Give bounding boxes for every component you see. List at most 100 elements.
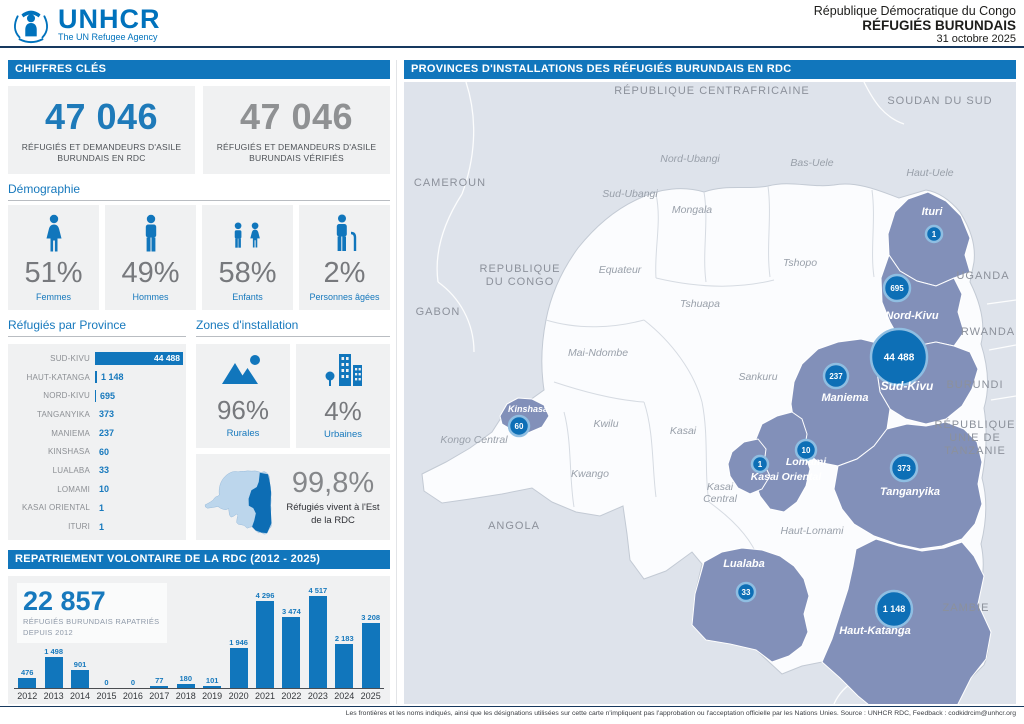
province-label: Mongala (672, 204, 712, 216)
men-percent: 49% (121, 257, 180, 289)
refugee-count-bubble (869, 327, 929, 387)
unhcr-logo: UNHCR The UN Refugee Agency (10, 3, 161, 45)
province-label: Haut-Uele (906, 167, 953, 179)
refugee-count-bubble (874, 589, 914, 629)
province-name: TANGANYIKA (37, 409, 90, 419)
chart-bar (361, 623, 380, 688)
men-label: Hommes (132, 292, 169, 302)
province-bar (95, 371, 97, 384)
refugees-verified-value: 47 046 (239, 95, 354, 137)
chart-bar (256, 601, 274, 688)
zone-cards: 96% Rurales 4% Urbaines (196, 344, 390, 448)
rural-label: Rurales (226, 427, 260, 439)
refugee-count-bubble (794, 438, 818, 462)
country-label: ZAMBIE (943, 602, 990, 614)
zone-card-rural: 96% Rurales (196, 344, 290, 448)
logo-subtitle: The UN Refugee Agency (58, 32, 158, 42)
country-label: GABON (416, 306, 461, 318)
highlighted-province-label: Maniema (821, 392, 868, 404)
province-bar-zone: 33 (95, 465, 182, 475)
women-label: Femmes (35, 292, 71, 302)
bubble-value: 10 (802, 446, 811, 455)
chart-bar (229, 648, 248, 688)
province-bar-zone: 10 (95, 484, 182, 494)
chart-bar (44, 657, 63, 688)
province-bar (95, 389, 96, 402)
chart-bar (176, 684, 195, 688)
chart-year-label: 2012 (17, 691, 38, 701)
unhcr-emblem-icon (14, 10, 48, 44)
highlighted-province-label: Lomami (786, 456, 827, 468)
report-date: 31 octobre 2025 (936, 33, 1016, 45)
chart-year-label: 2020 (228, 691, 249, 701)
repatriation-chart: 476 1 498 901 0 0 77 180 101 1 946 4 296 3 474 4 51… (14, 586, 384, 701)
children-percent: 58% (218, 257, 277, 289)
chart-column: 3 208 (357, 613, 383, 688)
chart-value-label: 0 (104, 678, 109, 687)
chart-value-label: 2 183 (334, 634, 354, 643)
province-bar-zone: 695 (95, 389, 182, 402)
drc-provinces-map: RÉPUBLIQUE CENTRAFRICAINE SOUDAN DU SUD CA… (404, 81, 1017, 724)
zones-title: Zones d'installation (196, 318, 390, 337)
province-rows: SUD-KIVU 44 488 HAUT-KATANGA 1 148 NORD-KIVU… (8, 344, 186, 540)
country-label: RÉPUBLIQUE CENTRAFRICAINE (614, 84, 810, 97)
chart-value-label: 180 (179, 674, 192, 683)
refugee-count-bubble (507, 414, 531, 438)
refugees-total-label: RÉFUGIÉS ET DEMANDEURS D'ASILE BURUNDAIS… (21, 141, 182, 163)
province-value: 695 (100, 390, 116, 401)
bubble-value: 44 488 (884, 353, 915, 364)
chart-bar (282, 617, 301, 688)
province-bar-zone: 44 488 (95, 351, 183, 365)
province-name: SUD-KIVU (50, 353, 90, 363)
province-value: 1 148 (101, 372, 124, 383)
province-value: 33 (99, 465, 110, 476)
drc-minimap-icon (204, 470, 272, 535)
repatriation-chart-card: 476 1 498 901 0 0 77 180 101 1 946 4 296 3 474 4 51… (8, 576, 390, 704)
refugee-count-bubble (882, 273, 912, 303)
province-bar-zone: 60 (95, 447, 182, 457)
province-value: 10 (99, 484, 110, 495)
chart-year-label: 2024 (334, 691, 355, 701)
province-label: Kasai (707, 481, 734, 493)
section-repatriation-title: REPATRIEMENT VOLONTAIRE DE LA RDC (2012 … (8, 550, 390, 569)
country-label: RÉPUBLIQUE (935, 418, 1016, 431)
elderly-icon (331, 213, 359, 255)
chart-column: 901 (67, 660, 93, 688)
highlighted-province-label: Nord-Kivu (885, 310, 938, 322)
elderly-percent: 2% (323, 257, 366, 289)
province-row: LOMAMI 10 (10, 480, 182, 499)
province-bar-zone: 1 148 (95, 371, 182, 384)
chart-bar (335, 644, 354, 688)
country-label: UGANDA (956, 270, 1009, 282)
bubble-value: 695 (890, 284, 904, 293)
chart-year-label: 2023 (307, 691, 328, 701)
chart-column: 77 (146, 676, 172, 688)
bubble-value: 1 (932, 230, 937, 239)
bubble-value: 1 148 (883, 604, 906, 614)
chart-year-label: 2022 (281, 691, 302, 701)
refugee-count-bubble (924, 224, 944, 244)
chart-year-label: 2021 (254, 691, 276, 701)
province-label: Kasai (670, 425, 697, 437)
country-label: SOUDAN DU SUD (887, 95, 992, 107)
refugee-count-bubble (750, 454, 770, 474)
province-label: Haut-Lomami (780, 525, 844, 537)
highlighted-province-label: Tanganyika (880, 486, 940, 498)
province-label: Bas-Uele (790, 157, 833, 169)
east-stat: 99,8% Réfugiés vivent à l'Est de la RDC (282, 467, 384, 527)
chart-value-label: 1 498 (44, 647, 64, 656)
province-name: ITURI (68, 522, 90, 532)
country-label: TANZANIE (944, 445, 1006, 457)
province-label: Tshuapa (680, 298, 720, 310)
chart-bar (203, 686, 222, 688)
province-label: Kwango (571, 468, 609, 480)
province-label: Equateur (599, 264, 642, 276)
province-value: 60 (99, 446, 110, 457)
province-label: Sankuru (738, 371, 777, 383)
urban-percent: 4% (324, 395, 362, 426)
women-percent: 51% (24, 257, 83, 289)
provinces-title: Réfugiés par Province (8, 318, 186, 337)
country-label: RWANDA (961, 326, 1015, 338)
refugees-verified-label: RÉFUGIÉS ET DEMANDEURS D'ASILE BURUNDAIS… (216, 141, 377, 163)
province-row: ITURI 1 (10, 517, 182, 536)
